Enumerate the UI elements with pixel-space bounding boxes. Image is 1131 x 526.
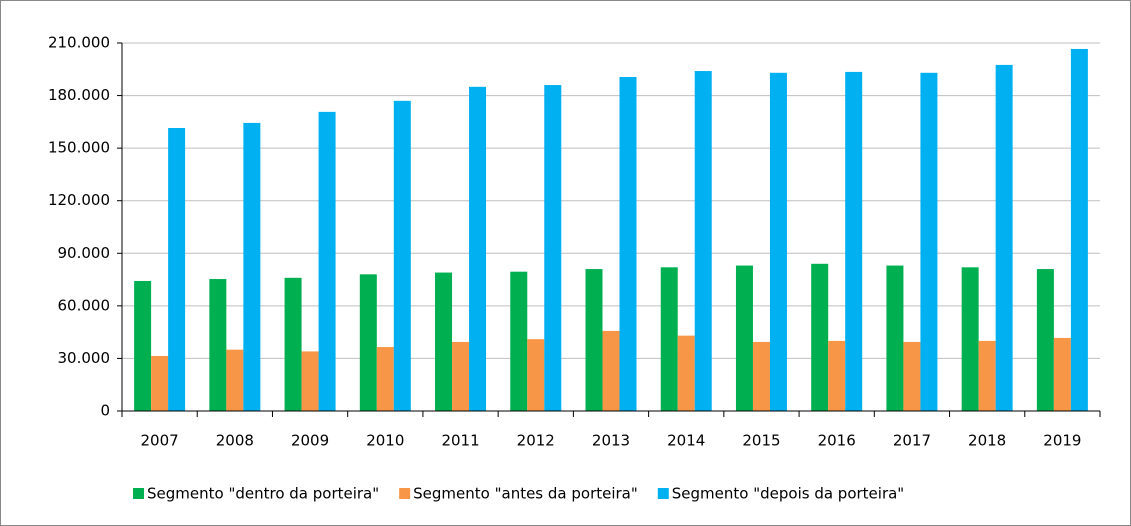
legend-label: Segmento "dentro da porteira"	[147, 485, 379, 503]
legend-swatch	[657, 488, 669, 499]
bar	[828, 340, 846, 411]
x-tick-label: 2019	[1043, 432, 1081, 450]
x-tick-label: 2017	[893, 432, 931, 450]
legend-swatch	[133, 488, 144, 499]
y-tick-label: 0	[100, 402, 110, 420]
x-tick-label: 2012	[517, 432, 555, 450]
x-tick-label: 2011	[441, 432, 479, 450]
bar	[318, 111, 336, 412]
bar	[845, 71, 863, 412]
bar	[978, 340, 996, 411]
bar	[735, 265, 753, 411]
bar	[619, 76, 637, 412]
bar	[961, 267, 979, 411]
bar	[393, 100, 411, 411]
bar	[151, 355, 169, 411]
legend-label: Segmento "antes da porteira"	[413, 485, 638, 503]
y-tick-label: 210.000	[48, 34, 110, 52]
bar	[243, 122, 261, 411]
bar	[1036, 269, 1054, 411]
y-tick-label: 90.000	[58, 244, 111, 262]
bar	[359, 274, 377, 411]
bar	[920, 72, 938, 412]
x-tick-label: 2018	[968, 432, 1006, 450]
bar	[995, 64, 1013, 412]
bar	[452, 341, 470, 411]
bar	[694, 71, 712, 412]
y-tick-label: 60.000	[58, 296, 111, 314]
bar	[752, 341, 770, 411]
bar	[209, 279, 227, 411]
legend-label: Segmento "depois da porteira"	[672, 485, 904, 503]
bar	[677, 335, 695, 411]
bar	[284, 277, 302, 411]
bar	[903, 341, 921, 411]
bar	[811, 263, 829, 411]
bar	[886, 265, 904, 411]
bar	[376, 347, 394, 411]
bar	[769, 72, 787, 412]
bar	[585, 269, 603, 411]
bar	[435, 272, 453, 411]
bar	[544, 85, 562, 412]
bar	[469, 86, 487, 412]
x-tick-label: 2009	[291, 432, 329, 450]
x-tick-label: 2016	[818, 432, 856, 450]
y-tick-label: 180.000	[48, 86, 110, 104]
x-tick-label: 2015	[742, 432, 780, 450]
bar	[301, 351, 319, 411]
bar	[602, 330, 620, 411]
bar	[134, 280, 152, 411]
x-tick-label: 2013	[592, 432, 630, 450]
x-tick-label: 2007	[141, 432, 179, 450]
y-tick-label: 120.000	[48, 191, 110, 209]
y-tick-label: 30.000	[58, 349, 111, 367]
legend-swatch	[399, 488, 411, 499]
bar	[527, 339, 545, 411]
x-tick-label: 2008	[216, 432, 254, 450]
bar	[510, 271, 528, 411]
bar	[1070, 48, 1088, 411]
x-tick-label: 2014	[667, 432, 705, 450]
x-tick-label: 2010	[366, 432, 404, 450]
bar	[1053, 337, 1071, 411]
bar	[168, 127, 186, 411]
bar	[660, 267, 678, 411]
y-tick-label: 150.000	[48, 139, 110, 157]
bar	[226, 349, 244, 411]
